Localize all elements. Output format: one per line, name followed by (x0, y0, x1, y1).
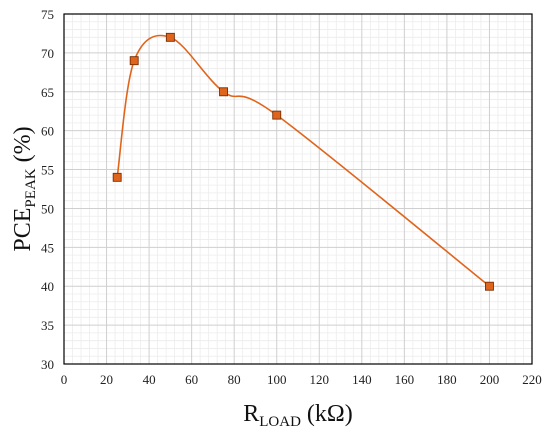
y-tick-label: 50 (41, 201, 54, 216)
x-tick-label: 120 (310, 372, 330, 387)
x-axis-title: RLOAD (kΩ) (243, 401, 353, 430)
data-point-marker (272, 110, 282, 120)
minor-gridlines (64, 14, 532, 364)
major-gridlines (63, 13, 533, 365)
y-tick-labels: 30 35 40 45 50 55 60 65 70 75 (41, 7, 54, 372)
x-tick-label: 100 (267, 372, 287, 387)
y-tick-label: 60 (41, 124, 54, 139)
series-line (116, 34, 490, 287)
y-tick-label: 40 (41, 279, 54, 294)
x-tick-label: 140 (352, 372, 372, 387)
y-tick-label: 65 (41, 85, 54, 100)
x-tick-label: 60 (185, 372, 198, 387)
x-tick-labels: 0 20 40 60 80 100 120 140 160 180 200 220 (61, 372, 542, 387)
data-point-marker (219, 87, 228, 97)
x-tick-label: 20 (100, 372, 113, 387)
x-tick-label: 180 (437, 372, 457, 387)
x-axis-title-unit: (kΩ) (301, 401, 353, 427)
y-axis-title-subscript: PEAK (23, 168, 39, 207)
plot-area-border (63, 13, 533, 365)
y-axis-title: PCEPEAK (%) (10, 126, 39, 251)
data-point-marker (129, 56, 139, 66)
y-tick-label: 30 (41, 357, 54, 372)
y-tick-label: 75 (41, 7, 54, 22)
x-axis-title-main: R (243, 401, 259, 427)
y-tick-label: 35 (41, 318, 54, 333)
y-axis-title-unit: (%) (10, 126, 36, 168)
x-tick-label: 0 (61, 372, 68, 387)
x-tick-label: 200 (480, 372, 500, 387)
y-tick-label: 70 (41, 46, 54, 61)
x-tick-label: 160 (395, 372, 415, 387)
data-point-marker (112, 172, 122, 182)
x-tick-label: 80 (228, 372, 241, 387)
x-axis-title-subscript: LOAD (259, 414, 301, 430)
y-axis-title-main: PCE (10, 208, 36, 252)
data-point-marker (165, 32, 175, 42)
y-tick-label: 45 (41, 240, 54, 255)
x-tick-label: 40 (143, 372, 156, 387)
series-layer (112, 32, 494, 291)
y-tick-label: 55 (41, 163, 54, 178)
x-tick-label: 220 (522, 372, 542, 387)
data-point-marker (485, 281, 494, 291)
